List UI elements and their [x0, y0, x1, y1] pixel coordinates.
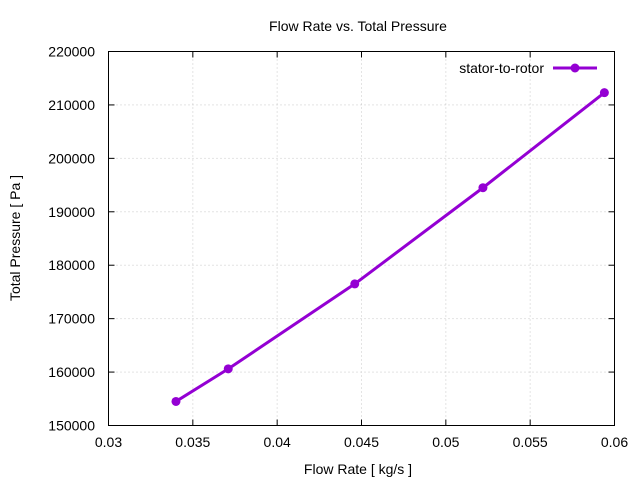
- y-tick-label: 190000: [48, 204, 95, 220]
- grid: [108, 51, 615, 426]
- x-tick-label: 0.06: [601, 434, 628, 450]
- x-tick-label: 0.055: [513, 434, 548, 450]
- data-point: [350, 279, 360, 289]
- data-point: [171, 396, 181, 406]
- data-point: [478, 183, 488, 193]
- series-layer: [171, 88, 609, 406]
- x-tick-labels: 0.03 0.035 0.04 0.045 0.05 0.055 0.06: [95, 434, 628, 450]
- x-tick-label: 0.03: [95, 434, 122, 450]
- data-point: [223, 364, 233, 374]
- legend-marker-stator-to-rotor: [570, 63, 580, 73]
- y-tick-label: 200000: [48, 150, 95, 166]
- x-tick-label: 0.04: [264, 434, 291, 450]
- x-axis-label: Flow Rate [ kg/s ]: [304, 461, 412, 477]
- y-tick-label: 180000: [48, 257, 95, 273]
- legend-label-stator-to-rotor: stator-to-rotor: [459, 60, 544, 76]
- x-tick-label: 0.045: [344, 434, 379, 450]
- y-tick-labels: 150000 160000 170000 180000 190000 200000 2100…: [48, 44, 95, 434]
- y-tick-label: 160000: [48, 364, 95, 380]
- y-tick-label: 220000: [48, 44, 95, 60]
- data-point: [599, 88, 609, 98]
- y-tick-label: 210000: [48, 97, 95, 113]
- y-tick-label: 150000: [48, 418, 95, 434]
- y-tick-label: 170000: [48, 311, 95, 327]
- y-axis-label: Total Pressure [ Pa ]: [7, 175, 23, 301]
- plot-frame: [108, 51, 615, 426]
- legend: stator-to-rotor: [459, 60, 597, 76]
- chart-title: Flow Rate vs. Total Pressure: [269, 18, 447, 34]
- x-tick-label: 0.035: [175, 434, 210, 450]
- x-tick-label: 0.05: [432, 434, 459, 450]
